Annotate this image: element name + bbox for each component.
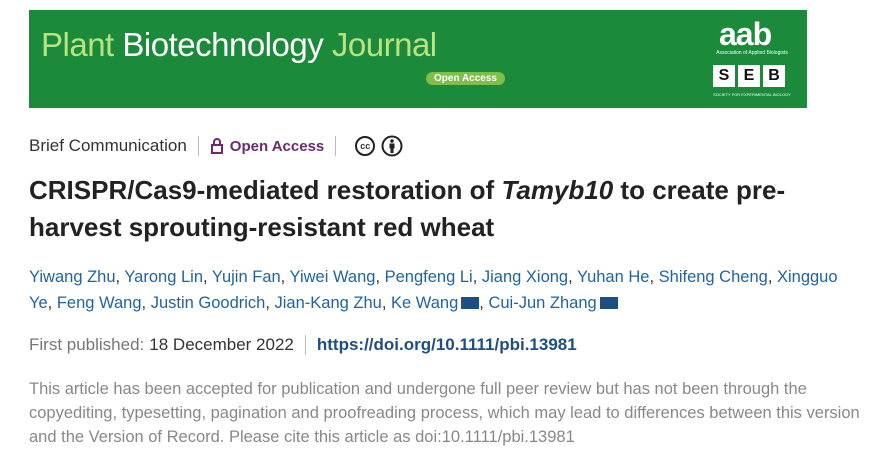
journal-word: Plant — [41, 26, 114, 63]
author[interactable]: Yiwei Wang — [290, 268, 385, 286]
lock-icon — [210, 138, 223, 154]
title-gene: Tamyb10 — [501, 175, 614, 205]
author[interactable]: Yarong Lin — [124, 268, 211, 286]
cc-icon[interactable]: cc — [355, 136, 376, 156]
article-type: Brief Communication — [29, 136, 187, 155]
email-icon[interactable] — [461, 297, 480, 309]
open-access[interactable]: Open Access — [229, 137, 325, 155]
accepted-notice: This article has been accepted for publi… — [29, 380, 860, 446]
doi-link[interactable]: https://doi.org/10.1111/pbi.13981 — [316, 335, 577, 354]
publication-info: First published: 18 December 2022 https:… — [29, 335, 577, 355]
open-access-pill: Open Access — [426, 72, 505, 85]
separator — [304, 335, 306, 355]
title-text: to create pre-harvest sprouting-resistan… — [29, 175, 786, 242]
journal-banner: Plant Biotechnology Journal Open Access … — [29, 10, 807, 108]
author[interactable]: Yiwang Zhu — [29, 268, 124, 286]
author[interactable]: Yujin Fan — [212, 268, 290, 286]
published-date: 18 December 2022 — [149, 335, 294, 354]
title-text: CRISPR/Cas9-mediated restoration of — [29, 175, 502, 205]
seb-letter: B — [763, 65, 785, 87]
article-title: CRISPR/Cas9-mediated restoration of Tamy… — [29, 172, 849, 246]
article-header: Brief Communication Open Access cc — [29, 135, 403, 157]
seb-name: SOCIETY FOR EXPERIMENTAL BIOLOGY — [713, 92, 791, 97]
author[interactable]: Jiang Xiong — [482, 268, 577, 286]
author[interactable]: Yuhan He — [577, 268, 659, 286]
author-list: Yiwang Zhu Yarong Lin Yujin Fan Yiwei Wa… — [29, 264, 849, 316]
author[interactable]: Feng Wang — [57, 294, 151, 312]
author[interactable]: Cui-Jun Zhang — [488, 294, 618, 312]
by-icon[interactable] — [381, 135, 403, 157]
aab-logo[interactable]: aab — [719, 16, 772, 52]
author[interactable]: Ke Wang — [391, 294, 488, 312]
seb-letter: S — [713, 65, 735, 87]
published-label: First published: — [29, 335, 145, 354]
journal-title: Plant Biotechnology Journal — [41, 26, 437, 64]
seb-letter: E — [738, 65, 760, 87]
aab-name: Association of Applied Biologists — [716, 50, 788, 56]
journal-word: Journal — [331, 26, 437, 63]
author[interactable]: Pengfeng Li — [385, 268, 482, 286]
author[interactable]: Shifeng Cheng — [659, 268, 777, 286]
author[interactable]: Justin Goodrich — [151, 294, 275, 312]
email-icon[interactable] — [599, 297, 618, 309]
separator — [197, 136, 199, 156]
author[interactable]: Jian-Kang Zhu — [275, 294, 392, 312]
separator — [335, 136, 337, 156]
journal-word: Biotechnology — [122, 26, 324, 63]
